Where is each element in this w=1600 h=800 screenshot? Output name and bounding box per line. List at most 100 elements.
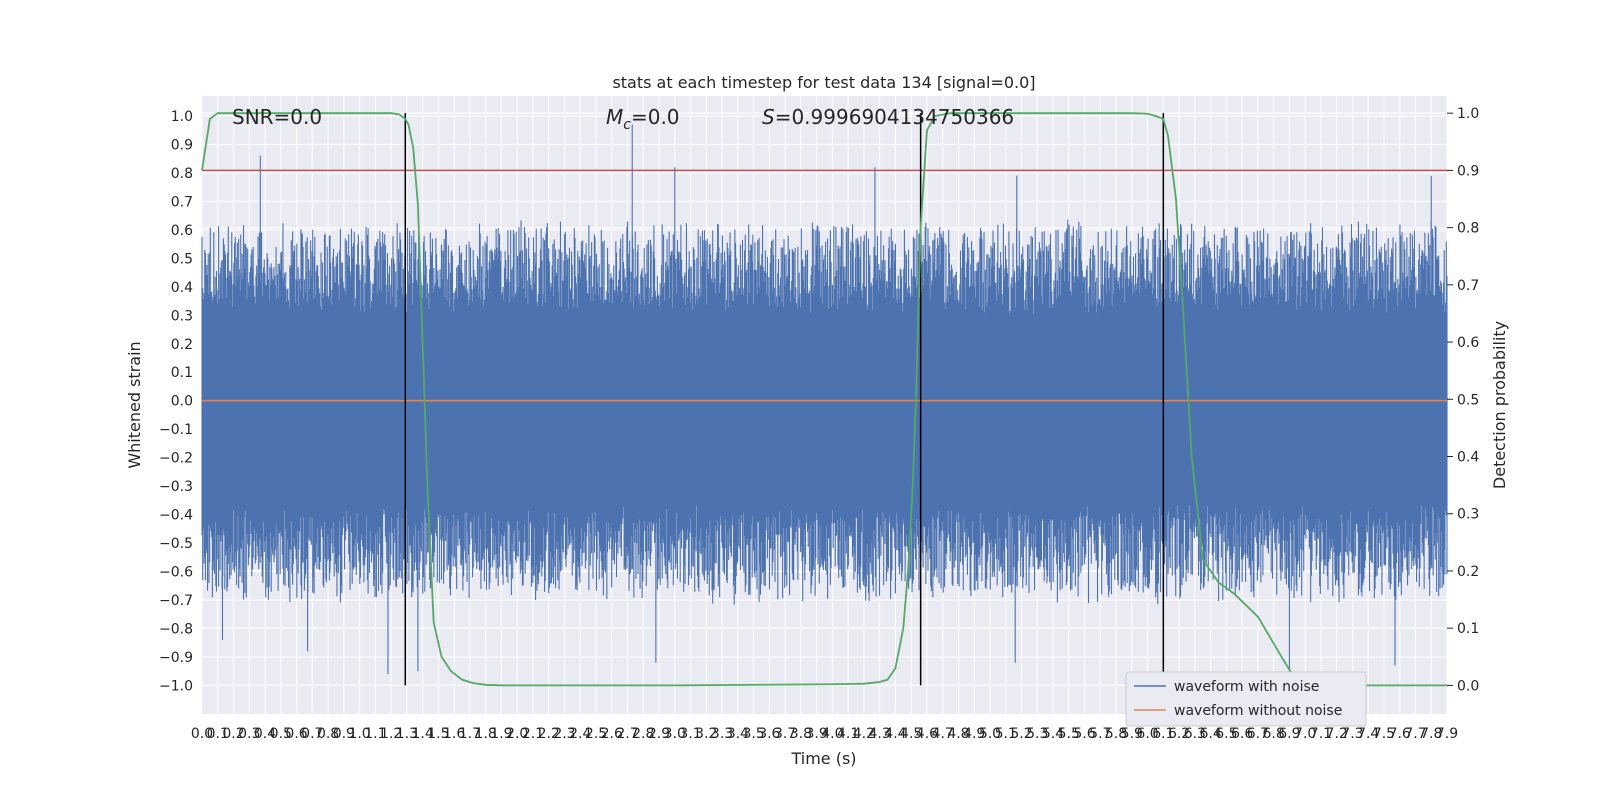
x-tick-label: 5.0: [979, 726, 1001, 742]
right-axis-ticks: 1.0 0.9 0.8 0.7 0.6 0.5 0.4 0.3 0.2 0.1 0.0: [1447, 106, 1479, 694]
x-tick-label: 5.1: [995, 726, 1017, 742]
left-tick-label: −0.4: [159, 508, 193, 524]
left-tick-label: 0.2: [171, 337, 193, 353]
x-tick-label: 3.9: [805, 726, 827, 742]
left-tick-label: −1.0: [159, 679, 193, 695]
x-tick-label: 2.7: [616, 726, 638, 742]
x-tick-label: 5.9: [1121, 726, 1143, 742]
x-tick-label: 4.2: [853, 726, 875, 742]
x-tick-label: 6.3: [1184, 726, 1206, 742]
x-tick-label: 0.9: [333, 726, 355, 742]
x-tick-label: 2.0: [506, 726, 528, 742]
y-axis-label-right: Detection probability: [1490, 321, 1509, 489]
x-tick-label: 0.6: [285, 726, 307, 742]
x-axis-ticks: 0.00.10.20.30.40.50.60.70.80.91.01.11.21…: [191, 726, 1458, 742]
right-tick-label: 0.8: [1457, 221, 1479, 237]
left-tick-label: −0.5: [159, 536, 193, 552]
x-tick-label: 2.4: [569, 726, 591, 742]
x-tick-label: 3.5: [742, 726, 764, 742]
right-tick-label: 0.5: [1457, 392, 1479, 408]
score-annotation: S=0.9996904134750366: [762, 105, 1014, 129]
x-axis-label: Time (s): [790, 749, 856, 768]
event-lines: [404, 113, 1165, 686]
waveform-with-noise-path: [201, 124, 1448, 680]
left-tick-label: 0.0: [171, 394, 193, 410]
left-tick-label: −0.1: [159, 422, 193, 438]
x-tick-label: 1.3: [396, 726, 418, 742]
x-tick-label: 4.8: [947, 726, 969, 742]
x-tick-label: 1.8: [475, 726, 497, 742]
x-tick-label: 3.3: [711, 726, 733, 742]
right-tick-label: 0.9: [1457, 163, 1479, 179]
x-tick-label: 2.5: [585, 726, 607, 742]
x-tick-label: 1.1: [364, 726, 386, 742]
x-tick-label: 3.1: [679, 726, 701, 742]
x-tick-label: 3.6: [758, 726, 780, 742]
x-tick-label: 1.0: [348, 726, 370, 742]
left-tick-label: 0.4: [171, 280, 193, 296]
x-tick-label: 4.6: [916, 726, 938, 742]
left-tick-label: 0.7: [171, 194, 193, 210]
x-tick-label: 6.5: [1215, 726, 1237, 742]
x-tick-label: 3.4: [727, 726, 749, 742]
x-tick-label: 4.1: [837, 726, 859, 742]
chirp-mass-symbol: M: [606, 105, 623, 129]
x-tick-label: 2.8: [632, 726, 654, 742]
x-tick-label: 6.1: [1152, 726, 1174, 742]
legend-label-noise: waveform with noise: [1174, 679, 1319, 695]
x-tick-label: 0.8: [317, 726, 339, 742]
x-tick-label: 3.0: [664, 726, 686, 742]
x-tick-label: 0.5: [270, 726, 292, 742]
left-tick-label: 1.0: [171, 109, 193, 125]
right-tick-label: 0.3: [1457, 507, 1479, 523]
x-tick-label: 0.4: [254, 726, 276, 742]
x-tick-label: 0.1: [207, 726, 229, 742]
left-tick-label: 0.8: [171, 166, 193, 182]
x-tick-label: 7.8: [1420, 726, 1442, 742]
x-tick-label: 7.2: [1326, 726, 1348, 742]
x-tick-label: 5.4: [1042, 726, 1064, 742]
x-tick-label: 7.6: [1389, 726, 1411, 742]
x-tick-label: 4.9: [963, 726, 985, 742]
x-tick-label: 7.7: [1404, 726, 1426, 742]
x-tick-label: 0.2: [222, 726, 244, 742]
snr-annotation: SNR=0.0: [232, 105, 322, 129]
x-tick-label: 2.2: [538, 726, 560, 742]
x-tick-label: 7.5: [1373, 726, 1395, 742]
series-waveform-with-noise: [201, 124, 1448, 680]
right-tick-label: 0.1: [1457, 621, 1479, 637]
x-tick-label: 5.7: [1089, 726, 1111, 742]
x-tick-label: 7.1: [1310, 726, 1332, 742]
x-tick-label: 6.7: [1247, 726, 1269, 742]
right-tick-label: 0.6: [1457, 335, 1479, 351]
series-detection-probability: [201, 112, 1447, 687]
legend: waveform with noise waveform without noi…: [1125, 671, 1367, 727]
legend-box: [1125, 671, 1367, 727]
x-tick-label: 5.2: [1010, 726, 1032, 742]
x-tick-label: 5.3: [1026, 726, 1048, 742]
detection-probability-line: [201, 112, 1447, 687]
x-tick-label: 6.8: [1263, 726, 1285, 742]
x-tick-label: 6.4: [1199, 726, 1221, 742]
x-tick-label: 1.2: [380, 726, 402, 742]
left-axis-ticks: 1.0 0.9 0.8 0.7 0.6 0.5 0.4 0.3 0.2 0.1 0.0 −0.1 −0.…: [159, 109, 193, 695]
x-tick-label: 6.0: [1136, 726, 1158, 742]
left-tick-label: 0.3: [171, 308, 193, 324]
x-tick-label: 4.5: [900, 726, 922, 742]
left-tick-label: −0.3: [159, 479, 193, 495]
y-axis-label-left: Whitened strain: [125, 341, 144, 468]
x-tick-label: 0.3: [238, 726, 260, 742]
chart-title: stats at each timestep for test data 134…: [612, 73, 1035, 92]
chirp-mass-value: =0.0: [631, 105, 680, 129]
chirp-mass-subscript: c: [623, 117, 631, 133]
x-tick-label: 4.0: [821, 726, 843, 742]
x-tick-label: 3.2: [695, 726, 717, 742]
right-tick-label: 0.0: [1457, 678, 1479, 694]
chirp-mass-annotation: Mc=0.0: [606, 105, 680, 133]
x-tick-label: 4.3: [869, 726, 891, 742]
left-tick-label: −0.6: [159, 565, 193, 581]
left-tick-label: 0.1: [171, 365, 193, 381]
x-tick-label: 5.5: [1058, 726, 1080, 742]
score-value: =0.9996904134750366: [775, 105, 1014, 129]
